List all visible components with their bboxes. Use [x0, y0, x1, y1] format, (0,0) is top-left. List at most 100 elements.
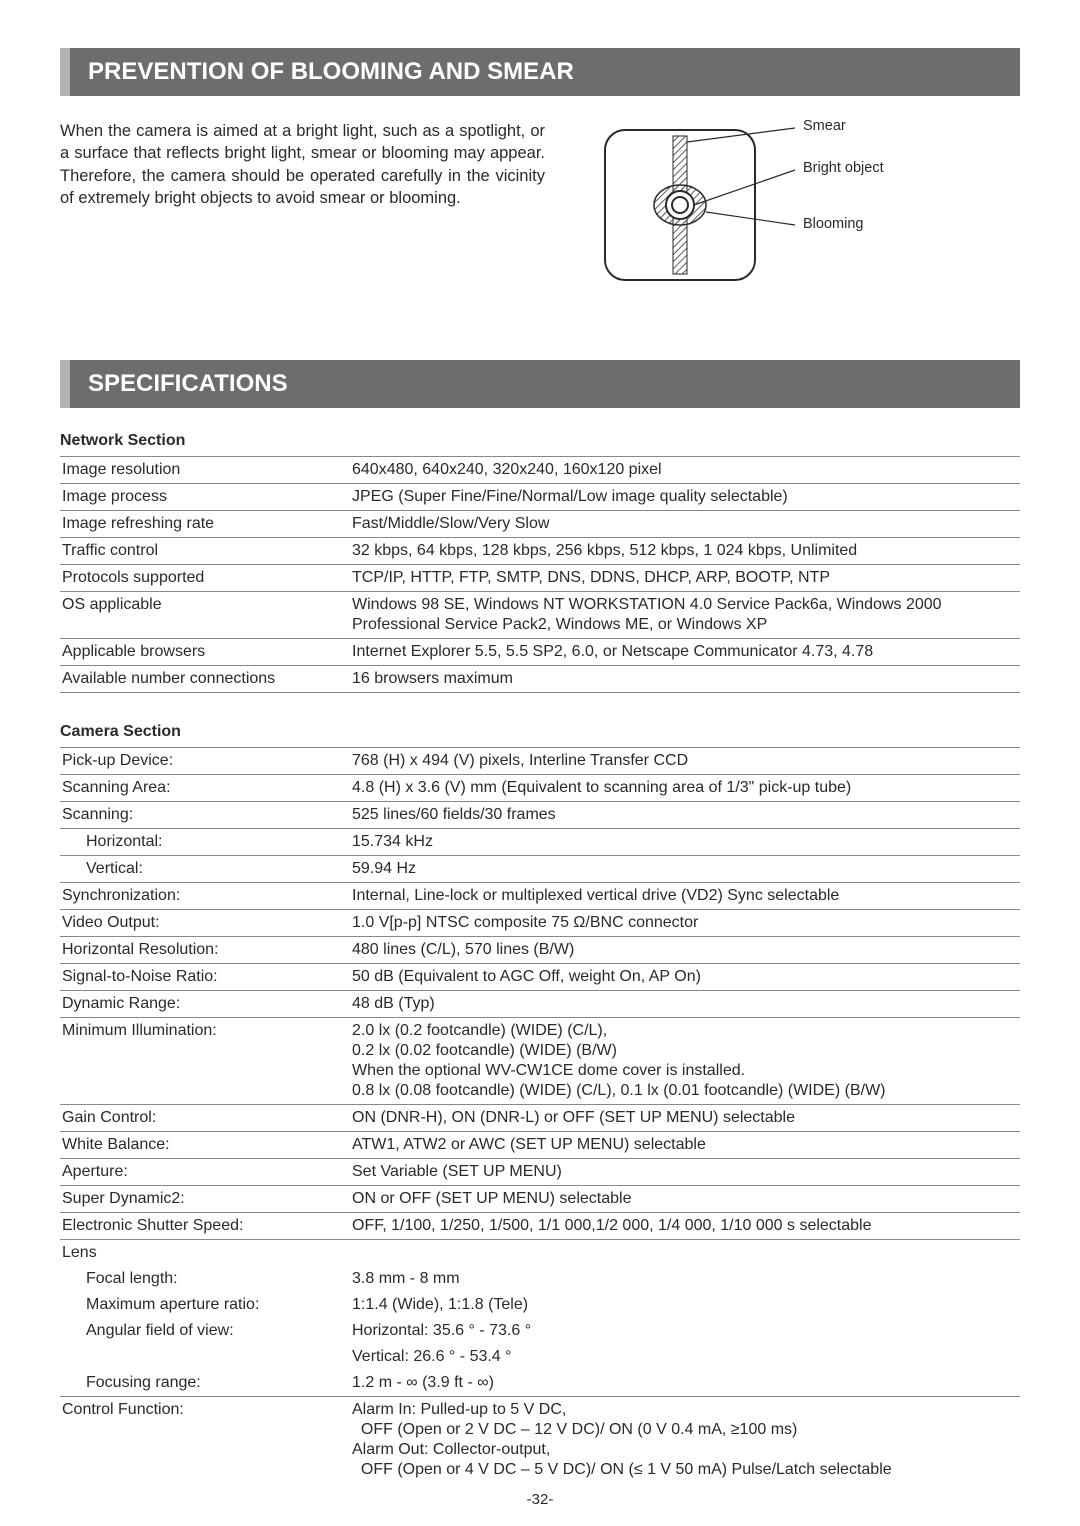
camera-section-header: Camera Section [60, 723, 1020, 741]
spec-label: Horizontal: [60, 829, 350, 856]
spec-label: Control Function: [60, 1397, 350, 1484]
spec-value: 16 browsers maximum [350, 666, 1020, 693]
spec-label: Dynamic Range: [60, 991, 350, 1018]
spec-label: Image refreshing rate [60, 511, 350, 538]
table-row: Aperture:Set Variable (SET UP MENU) [60, 1159, 1020, 1186]
table-row: OS applicableWindows 98 SE, Windows NT W… [60, 592, 1020, 639]
spec-label: Gain Control: [60, 1105, 350, 1132]
spec-value: 32 kbps, 64 kbps, 128 kbps, 256 kbps, 51… [350, 538, 1020, 565]
blooming-paragraph: When the camera is aimed at a bright lig… [60, 120, 545, 290]
table-row: Horizontal Resolution:480 lines (C/L), 5… [60, 937, 1020, 964]
spec-value: Internet Explorer 5.5, 5.5 SP2, 6.0, or … [350, 639, 1020, 666]
table-row: Pick-up Device:768 (H) x 494 (V) pixels,… [60, 748, 1020, 775]
table-row: Applicable browsersInternet Explorer 5.5… [60, 639, 1020, 666]
table-row: Synchronization:Internal, Line-lock or m… [60, 883, 1020, 910]
spec-value: 59.94 Hz [350, 856, 1020, 883]
spec-label: Traffic control [60, 538, 350, 565]
spec-value: OFF, 1/100, 1/250, 1/500, 1/1 000,1/2 00… [350, 1213, 1020, 1240]
table-row: Focusing range:1.2 m - ∞ (3.9 ft - ∞) [60, 1370, 1020, 1397]
spec-label: Signal-to-Noise Ratio: [60, 964, 350, 991]
table-row: Protocols supportedTCP/IP, HTTP, FTP, SM… [60, 565, 1020, 592]
spec-value: ON (DNR-H), ON (DNR-L) or OFF (SET UP ME… [350, 1105, 1020, 1132]
spec-value: TCP/IP, HTTP, FTP, SMTP, DNS, DDNS, DHCP… [350, 565, 1020, 592]
spec-value: JPEG (Super Fine/Fine/Normal/Low image q… [350, 484, 1020, 511]
spec-label: OS applicable [60, 592, 350, 639]
spec-value: 480 lines (C/L), 570 lines (B/W) [350, 937, 1020, 964]
spec-label: Angular field of view: [60, 1318, 350, 1344]
label-smear: Smear [803, 118, 846, 134]
spec-value: 2.0 lx (0.2 footcandle) (WIDE) (C/L), 0.… [350, 1018, 1020, 1105]
network-table: Image resolution640x480, 640x240, 320x24… [60, 456, 1020, 693]
spec-label: Super Dynamic2: [60, 1186, 350, 1213]
spec-value: 4.8 (H) x 3.6 (V) mm (Equivalent to scan… [350, 775, 1020, 802]
spec-value: ATW1, ATW2 or AWC (SET UP MENU) selectab… [350, 1132, 1020, 1159]
table-row: Electronic Shutter Speed:OFF, 1/100, 1/2… [60, 1213, 1020, 1240]
table-row: Maximum aperture ratio:1:1.4 (Wide), 1:1… [60, 1292, 1020, 1318]
table-row: Scanning Area:4.8 (H) x 3.6 (V) mm (Equi… [60, 775, 1020, 802]
table-row: Dynamic Range:48 dB (Typ) [60, 991, 1020, 1018]
table-row: Image processJPEG (Super Fine/Fine/Norma… [60, 484, 1020, 511]
spec-label: Image process [60, 484, 350, 511]
spec-value [350, 1240, 1020, 1267]
table-row: Video Output:1.0 V[p-p] NTSC composite 7… [60, 910, 1020, 937]
table-row: Gain Control:ON (DNR-H), ON (DNR-L) or O… [60, 1105, 1020, 1132]
label-bright-object: Bright object [803, 160, 884, 176]
table-row: Vertical:59.94 Hz [60, 856, 1020, 883]
table-row: Horizontal:15.734 kHz [60, 829, 1020, 856]
spec-label: Image resolution [60, 457, 350, 484]
spec-label: Focusing range: [60, 1370, 350, 1397]
blooming-row: When the camera is aimed at a bright lig… [60, 120, 1020, 290]
spec-label: Synchronization: [60, 883, 350, 910]
banner-specifications: SPECIFICATIONS [60, 360, 1020, 408]
spec-value: 768 (H) x 494 (V) pixels, Interline Tran… [350, 748, 1020, 775]
spec-label: Aperture: [60, 1159, 350, 1186]
spec-value: Windows 98 SE, Windows NT WORKSTATION 4.… [350, 592, 1020, 639]
banner-blooming: PREVENTION OF BLOOMING AND SMEAR [60, 48, 1020, 96]
table-row: Minimum Illumination:2.0 lx (0.2 footcan… [60, 1018, 1020, 1105]
spec-label [60, 1344, 350, 1370]
spec-value: 48 dB (Typ) [350, 991, 1020, 1018]
table-row: Super Dynamic2:ON or OFF (SET UP MENU) s… [60, 1186, 1020, 1213]
spec-value: ON or OFF (SET UP MENU) selectable [350, 1186, 1020, 1213]
label-blooming: Blooming [803, 216, 863, 232]
table-row: Angular field of view:Horizontal: 35.6 °… [60, 1318, 1020, 1344]
table-row: Signal-to-Noise Ratio:50 dB (Equivalent … [60, 964, 1020, 991]
spec-label: Vertical: [60, 856, 350, 883]
table-row: Lens [60, 1240, 1020, 1267]
camera-table: Pick-up Device:768 (H) x 494 (V) pixels,… [60, 747, 1020, 1483]
spec-label: White Balance: [60, 1132, 350, 1159]
spec-value: 525 lines/60 fields/30 frames [350, 802, 1020, 829]
spec-value: Horizontal: 35.6 ° - 73.6 ° [350, 1318, 1020, 1344]
spec-label: Horizontal Resolution: [60, 937, 350, 964]
table-row: Vertical: 26.6 ° - 53.4 ° [60, 1344, 1020, 1370]
spec-label: Available number connections [60, 666, 350, 693]
table-row: Scanning:525 lines/60 fields/30 frames [60, 802, 1020, 829]
network-section-header: Network Section [60, 432, 1020, 450]
spec-value: Vertical: 26.6 ° - 53.4 ° [350, 1344, 1020, 1370]
table-row: Available number connections16 browsers … [60, 666, 1020, 693]
page-number: -32- [0, 1491, 1080, 1508]
spec-value: Fast/Middle/Slow/Very Slow [350, 511, 1020, 538]
spec-value: 15.734 kHz [350, 829, 1020, 856]
table-row: White Balance:ATW1, ATW2 or AWC (SET UP … [60, 1132, 1020, 1159]
table-row: Focal length:3.8 mm - 8 mm [60, 1266, 1020, 1292]
spec-value: 1:1.4 (Wide), 1:1.8 (Tele) [350, 1292, 1020, 1318]
table-row: Control Function:Alarm In: Pulled-up to … [60, 1397, 1020, 1484]
blooming-diagram: Smear Bright object Blooming [545, 120, 1020, 290]
spec-value: 1.0 V[p-p] NTSC composite 75 Ω/BNC conne… [350, 910, 1020, 937]
spec-value: Set Variable (SET UP MENU) [350, 1159, 1020, 1186]
spec-label: Scanning Area: [60, 775, 350, 802]
spec-value: Alarm In: Pulled-up to 5 V DC, OFF (Open… [350, 1397, 1020, 1484]
spec-label: Protocols supported [60, 565, 350, 592]
spec-label: Maximum aperture ratio: [60, 1292, 350, 1318]
spec-label: Applicable browsers [60, 639, 350, 666]
spec-value: 3.8 mm - 8 mm [350, 1266, 1020, 1292]
spec-value: Internal, Line-lock or multiplexed verti… [350, 883, 1020, 910]
spec-label: Video Output: [60, 910, 350, 937]
table-row: Traffic control32 kbps, 64 kbps, 128 kbp… [60, 538, 1020, 565]
spec-label: Pick-up Device: [60, 748, 350, 775]
ccd-diagram-svg [595, 120, 805, 290]
spec-label: Scanning: [60, 802, 350, 829]
spec-value: 1.2 m - ∞ (3.9 ft - ∞) [350, 1370, 1020, 1397]
spec-value: 640x480, 640x240, 320x240, 160x120 pixel [350, 457, 1020, 484]
